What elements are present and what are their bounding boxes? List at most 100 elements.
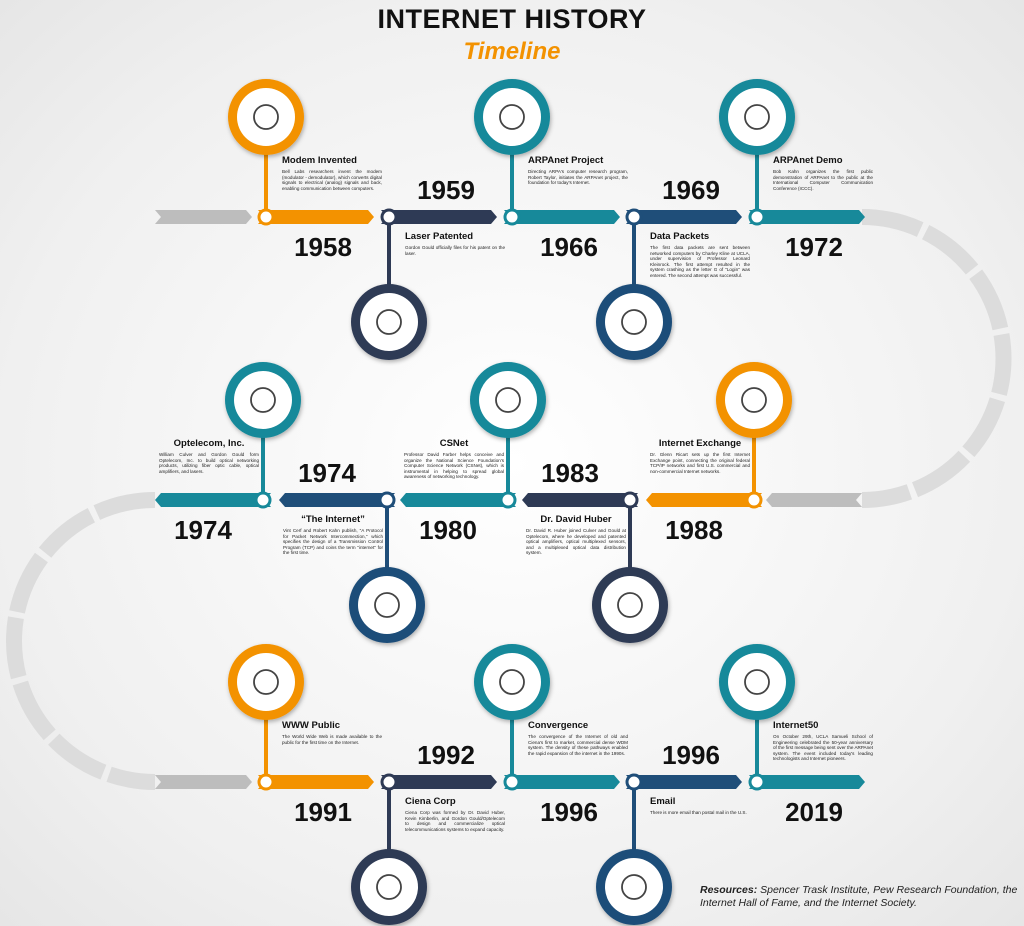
arrow-segment (504, 775, 620, 789)
pin-face (237, 88, 295, 146)
arrow-segment (258, 775, 374, 789)
pin-node (625, 208, 643, 226)
pin-face (728, 653, 786, 711)
event-year: 1996 (662, 740, 720, 770)
pin-face (725, 371, 783, 429)
event-description: Dr. Glenn Ricart sets up the first Inter… (650, 452, 750, 474)
pin-face (483, 88, 541, 146)
pin-icon (250, 387, 276, 413)
resources-text: Spencer Trask Institute, Pew Research Fo… (700, 884, 1018, 909)
event-year: 1958 (294, 232, 352, 262)
connector-curve (861, 209, 1012, 508)
event-title: Laser Patented (405, 231, 474, 242)
pin-node (254, 491, 272, 509)
pin-face (358, 576, 416, 634)
arrow-segment (504, 210, 620, 224)
arrow-segment (258, 210, 374, 224)
event-year: 1972 (785, 232, 843, 262)
pin-face (234, 371, 292, 429)
event-description: There is more email than postal mail in … (650, 810, 747, 815)
arrow-segment (381, 210, 497, 224)
event-year: 1959 (417, 175, 475, 205)
pin-icon (621, 874, 647, 900)
pin-icon (495, 387, 521, 413)
pin-node (257, 208, 275, 226)
event-title: Optelecom, Inc. (173, 438, 245, 449)
pin-node (748, 773, 766, 791)
arrow-segment (749, 775, 865, 789)
event-year: 1988 (665, 515, 723, 545)
event-description: William Culver and Gordon Gould form Opt… (159, 452, 259, 474)
event-title: WWW Public (282, 720, 341, 731)
event-description: On October 29th, UCLA Samueli School of … (773, 734, 874, 762)
pin-icon (617, 592, 643, 618)
arrow-segment (522, 493, 638, 507)
event-title: Modem Invented (282, 155, 357, 166)
event-title: Email (650, 796, 676, 807)
event-title: ARPAnet Project (528, 155, 604, 166)
pin-icon (744, 669, 770, 695)
event-title: Ciena Corp (405, 796, 456, 807)
event-title: Internet Exchange (658, 438, 742, 449)
resources: Resources: Spencer Trask Institute, Pew … (700, 884, 1022, 910)
pin-icon (744, 104, 770, 130)
event-description: Vint Cerf and Robert Kahn publish, "A Pr… (283, 528, 383, 556)
pin-node (380, 208, 398, 226)
event-title: CSNet (439, 438, 469, 449)
event-year: 1992 (417, 740, 475, 770)
arrow-segment (279, 493, 395, 507)
pin-node (621, 491, 639, 509)
event-title: “The Internet” (301, 514, 365, 525)
event-description: Gordon Gould officially files for his pa… (405, 245, 505, 256)
pin-icon (376, 874, 402, 900)
event-year: 1980 (419, 515, 477, 545)
title: INTERNET HISTORY (377, 4, 647, 34)
pin-face (360, 858, 418, 916)
event-description: Dr. David R. Huber joined Culver and Gou… (526, 528, 626, 556)
connector-curve (6, 492, 156, 790)
event-title: Internet50 (773, 720, 819, 731)
event-title: ARPAnet Demo (773, 155, 843, 166)
pin-face (601, 576, 659, 634)
pin-node (257, 773, 275, 791)
pin-node (503, 208, 521, 226)
pin-node (378, 491, 396, 509)
subtitle: Timeline (463, 38, 561, 65)
pin-icon (499, 104, 525, 130)
pin-face (479, 371, 537, 429)
pin-node (380, 773, 398, 791)
event-description: Ciena Corp was formed by Dr. David Huber… (405, 810, 505, 832)
event-description: Directing ARPA's computer research progr… (528, 169, 628, 186)
arrow-lead (766, 493, 862, 507)
pin-node (748, 208, 766, 226)
pin-node (745, 491, 763, 509)
arrow-segment (400, 493, 516, 507)
pin-node (625, 773, 643, 791)
event-description: Professor David Farber helps conceive an… (404, 452, 504, 480)
event-title: Dr. David Huber (540, 514, 612, 525)
event-description: Bell Labs researchers invent the modem (… (282, 169, 382, 191)
event-year: 1983 (541, 458, 599, 488)
arrow-segment (155, 493, 271, 507)
pin-icon (374, 592, 400, 618)
pin-face (360, 293, 418, 351)
event-description: The convergence of the Internet of old a… (528, 734, 628, 756)
arrow-lead (155, 210, 252, 224)
pin-node (499, 491, 517, 509)
event-year: 1969 (662, 175, 720, 205)
pin-face (483, 653, 541, 711)
pin-icon (253, 104, 279, 130)
pin-face (605, 858, 663, 916)
pin-face (237, 653, 295, 711)
pin-node (503, 773, 521, 791)
arrow-segment (646, 493, 762, 507)
pin-icon (253, 669, 279, 695)
event-year: 1991 (294, 797, 352, 827)
arrow-segment (749, 210, 865, 224)
pin-icon (741, 387, 767, 413)
arrow-lead (155, 775, 252, 789)
event-year: 1974 (298, 458, 356, 488)
event-year: 1966 (540, 232, 598, 262)
